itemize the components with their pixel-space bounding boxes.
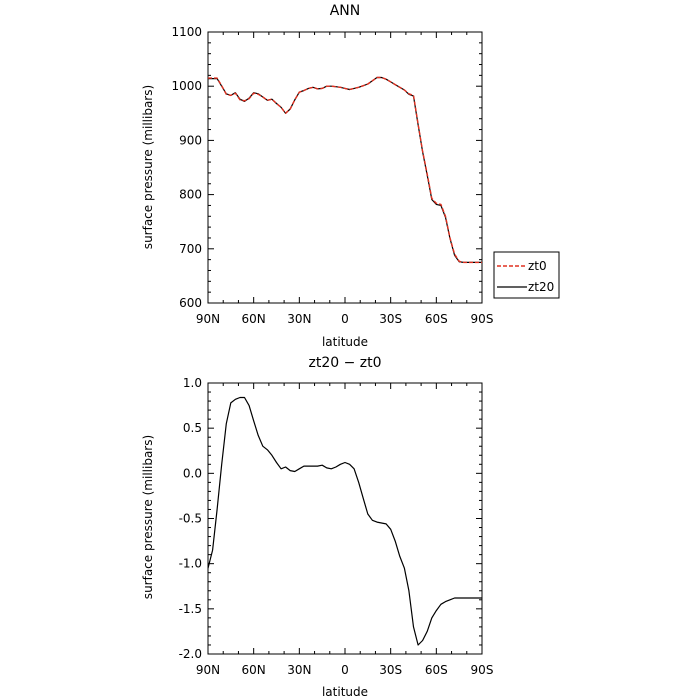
ylabel-bottom: surface pressure (millibars) [141, 435, 155, 599]
y-tick-label-top: 600 [179, 296, 202, 310]
legend-label-zt0: zt0 [528, 259, 547, 273]
xlabel-bottom: latitude [322, 685, 368, 699]
y-tick-label-top: 1100 [171, 25, 202, 39]
series-line-bottom [207, 396, 482, 646]
x-tick-label-bottom: 30S [379, 663, 402, 677]
legend-label-zt20: zt20 [528, 280, 554, 294]
y-tick-label-bottom: 0.5 [183, 421, 202, 435]
title-top: ANN [330, 3, 361, 19]
y-tick-label-bottom: -1.5 [179, 602, 202, 616]
plot-frame-top [207, 31, 483, 304]
x-tick-label-bottom: 60S [425, 663, 448, 677]
series-line-zt20 [208, 76, 482, 263]
series-line-zt0 [208, 76, 482, 264]
y-tick-label-top: 1000 [171, 79, 202, 93]
x-tick-label-top: 90S [471, 312, 494, 326]
x-tick-label-bottom: 90N [196, 663, 220, 677]
x-tick-label-top: 90N [196, 312, 220, 326]
panel-top: ANN 90N 60N 30N 0 30S 60S 90S 600 700 800 900 1000 1… [141, 3, 560, 349]
x-tick-label-bottom: 60N [242, 663, 266, 677]
x-tick-label-top: 60S [425, 312, 448, 326]
legend-box [493, 251, 560, 299]
title-bottom: zt20 − zt0 [308, 355, 381, 371]
axes-top: 90N 60N 30N 0 30S 60S 90S 600 700 800 900 1000 1100 [171, 25, 493, 326]
y-tick-label-top: 800 [179, 188, 202, 202]
x-tick-label-top: 30S [379, 312, 402, 326]
y-tick-label-bottom: -2.0 [179, 647, 202, 661]
x-tick-label-top: 60N [242, 312, 266, 326]
x-tick-label-bottom: 30N [287, 663, 311, 677]
plot-frame-bottom [207, 382, 483, 655]
xlabel-top: latitude [322, 335, 368, 349]
x-tick-label-bottom: 90S [471, 663, 494, 677]
x-tick-label-top: 30N [287, 312, 311, 326]
series-bottom [207, 396, 482, 646]
legend: zt0 zt20 [493, 251, 560, 299]
y-tick-label-bottom: -1.0 [179, 557, 202, 571]
ylabel-top: surface pressure (millibars) [141, 85, 155, 249]
y-tick-label-top: 900 [179, 133, 202, 147]
y-tick-label-top: 700 [179, 242, 202, 256]
y-tick-label-bottom: -0.5 [179, 512, 202, 526]
y-tick-label-bottom: 0.0 [183, 466, 202, 480]
series-top [208, 76, 482, 264]
x-tick-label-bottom: 0 [341, 663, 349, 677]
panel-bottom: zt20 − zt0 90N 60N 30N 0 30S 60S 90S -2.0 -1.5 -1… [141, 355, 493, 699]
x-tick-label-top: 0 [341, 312, 349, 326]
y-tick-label-bottom: 1.0 [183, 376, 202, 390]
axes-bottom: 90N 60N 30N 0 30S 60S 90S -2.0 -1.5 -1.0 -0.5 0.0 0.… [179, 376, 494, 677]
